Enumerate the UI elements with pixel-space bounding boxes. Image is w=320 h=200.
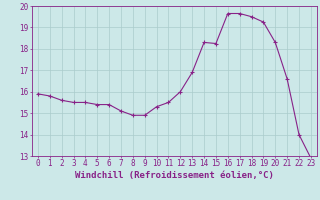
X-axis label: Windchill (Refroidissement éolien,°C): Windchill (Refroidissement éolien,°C): [75, 171, 274, 180]
